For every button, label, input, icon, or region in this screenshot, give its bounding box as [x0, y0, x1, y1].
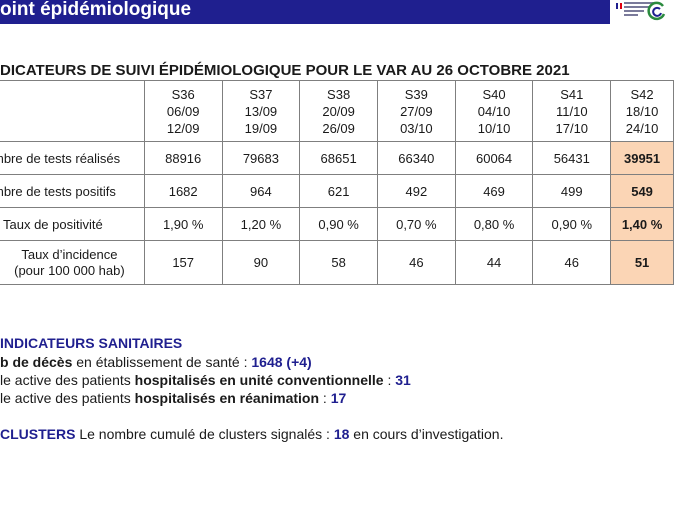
table-cell: 56431: [532, 141, 612, 175]
table-cell: 68651: [299, 141, 378, 175]
section-title: DICATEURS DE SUIVI ÉPIDÉMIOLOGIQUE POUR …: [0, 62, 570, 79]
table-cell: 0,70 %: [376, 207, 456, 241]
table-cell: 90: [221, 240, 301, 285]
table-cell: 157: [143, 240, 223, 285]
conventional-line: le active des patients hospitalisés en u…: [0, 372, 411, 388]
col-header: S38 20/09 26/09: [299, 80, 378, 142]
table-cell: 964: [221, 174, 301, 208]
ars-logo-icon: [647, 1, 666, 21]
table-row: mbre de tests réalisés 88916 79683 68651…: [0, 141, 674, 175]
table-cell: 1,90 %: [143, 207, 223, 241]
table-corner-cell: [0, 80, 145, 142]
col-header: S39 27/09 03/10: [376, 80, 456, 142]
table-cell: 58: [299, 240, 378, 285]
table-cell: 60064: [454, 141, 534, 175]
indicators-table: S36 06/09 12/09 S37 13/09 19/09 S38 20/09 26/0…: [0, 80, 674, 285]
table-cell: 46: [376, 240, 456, 285]
table-cell: 621: [299, 174, 378, 208]
col-header: S36 06/09 12/09: [143, 80, 223, 142]
table-row: mbre de tests positifs 1682 964 621 492 …: [0, 174, 674, 208]
row-label: mbre de tests réalisés: [0, 141, 145, 175]
table-cell: 492: [376, 174, 456, 208]
table-cell: 1682: [143, 174, 223, 208]
col-header: S37 13/09 19/09: [221, 80, 301, 142]
table-cell: 0,90 %: [532, 207, 612, 241]
row-label: mbre de tests positifs: [0, 174, 145, 208]
table-cell: 469: [454, 174, 534, 208]
row-label: Taux de positivité: [0, 207, 145, 241]
table-cell: 499: [532, 174, 612, 208]
highlight-cell: 39951: [610, 141, 674, 175]
table-row: Taux de positivité 1,90 % 1,20 % 0,90 % …: [0, 207, 674, 241]
deaths-line: b de décès en établissement de santé : 1…: [0, 354, 312, 370]
table-cell: 46: [532, 240, 612, 285]
prefecture-logo: [614, 0, 680, 24]
sanitary-title: INDICATEURS SANITAIRES: [0, 335, 183, 351]
table-cell: 88916: [143, 141, 223, 175]
table-cell: 0,90 %: [299, 207, 378, 241]
table-header-row: S36 06/09 12/09 S37 13/09 19/09 S38 20/09 26/0…: [0, 80, 674, 142]
table-row: Taux d’incidence (pour 100 000 hab) 157 9…: [0, 240, 674, 285]
highlight-cell: 549: [610, 174, 674, 208]
col-header: S40 04/10 10/10: [454, 80, 534, 142]
table-cell: 1,20 %: [221, 207, 301, 241]
table-cell: 44: [454, 240, 534, 285]
table-cell: 79683: [221, 141, 301, 175]
page-title: oint épidémiologique: [0, 0, 192, 20]
table-cell: 66340: [376, 141, 456, 175]
clusters-line: CLUSTERS Le nombre cumulé de clusters si…: [0, 426, 504, 442]
col-header: S42 18/10 24/10: [610, 80, 674, 142]
highlight-cell: 1,40 %: [610, 207, 674, 241]
table-cell: 0,80 %: [454, 207, 534, 241]
header-band: oint épidémiologique: [0, 0, 610, 24]
flag-icon: [616, 3, 622, 9]
highlight-cell: 51: [610, 240, 674, 285]
col-header: S41 11/10 17/10: [532, 80, 612, 142]
logo-text-lines: [624, 2, 656, 18]
row-label: Taux d’incidence (pour 100 000 hab): [0, 240, 145, 285]
icu-line: le active des patients hospitalisés en r…: [0, 390, 347, 406]
